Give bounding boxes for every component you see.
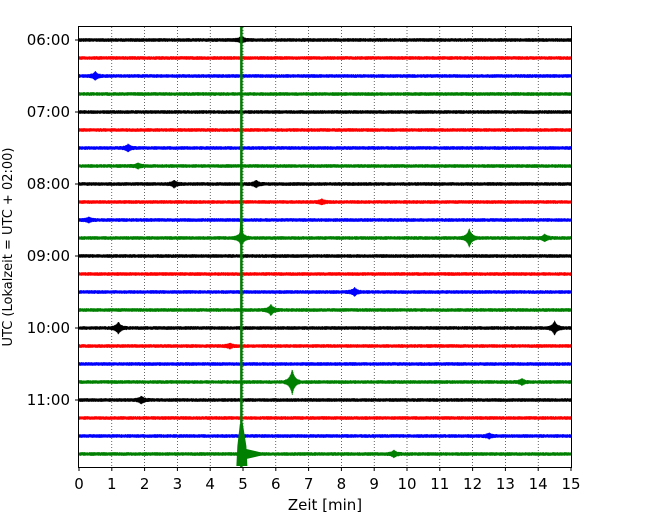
trace-line xyxy=(78,254,572,258)
x-tick-label: 11 xyxy=(430,475,449,493)
x-tick-label: 5 xyxy=(238,475,248,493)
x-tick-label: 9 xyxy=(369,475,379,493)
y-tick-label: 07:00 xyxy=(27,103,70,121)
y-tick-label: 10:00 xyxy=(27,319,70,337)
trace-line xyxy=(78,362,572,366)
x-tick-label: 15 xyxy=(561,475,580,493)
trace-line xyxy=(78,432,572,440)
x-tick-label: 6 xyxy=(271,475,281,493)
x-axis: 0 1 2 3 4 5 6 7 8 9 10 11 12 13 14 15 xyxy=(74,467,581,493)
trace-line xyxy=(78,272,572,276)
x-tick-label: 10 xyxy=(397,475,416,493)
plot-frame xyxy=(78,26,572,468)
trace-line xyxy=(78,228,572,248)
trace-line xyxy=(78,369,572,396)
y-tick-label: 11:00 xyxy=(27,391,70,409)
continuous-signal xyxy=(236,27,264,467)
x-tick-label: 0 xyxy=(74,475,84,493)
trace-line xyxy=(78,128,572,132)
x-tick-label: 1 xyxy=(107,475,117,493)
y-tick-label: 09:00 xyxy=(27,247,70,265)
x-tick-label: 14 xyxy=(529,475,548,493)
trace-line xyxy=(78,56,572,60)
signal-peak xyxy=(236,424,248,466)
trace-line xyxy=(78,35,572,45)
y-tick-label: 08:00 xyxy=(27,175,70,193)
x-tick-label: 12 xyxy=(463,475,482,493)
x-axis-title: Zeit [min] xyxy=(288,496,362,514)
y-axis: 06:00 07:00 08:00 09:00 10:00 11:00 xyxy=(27,31,79,409)
trace-line xyxy=(78,162,572,170)
trace-line xyxy=(78,143,572,153)
trace-line xyxy=(78,416,572,420)
trace-line xyxy=(78,395,572,405)
trace-line xyxy=(78,216,572,224)
x-tick-label: 3 xyxy=(173,475,183,493)
trace-line xyxy=(78,320,572,336)
trace-line xyxy=(78,304,572,316)
x-tick-label: 8 xyxy=(337,475,347,493)
x-tick-label: 4 xyxy=(205,475,215,493)
y-axis-title: UTC (Lokalzeit = UTC + 02:00) xyxy=(1,148,16,347)
trace-line xyxy=(78,342,572,350)
signal-spike xyxy=(239,218,244,238)
x-tick-label: 2 xyxy=(140,475,150,493)
trace-line xyxy=(78,179,572,189)
x-tick-label: 13 xyxy=(496,475,515,493)
grid-lines xyxy=(111,27,539,467)
trace-line xyxy=(78,198,572,206)
y-tick-label: 06:00 xyxy=(27,31,70,49)
trace-line xyxy=(78,92,572,96)
trace-line xyxy=(78,71,572,81)
trace-line xyxy=(78,110,572,114)
trace-line xyxy=(78,287,572,297)
trace-line xyxy=(78,449,572,459)
x-tick-label: 7 xyxy=(304,475,314,493)
seismic-traces xyxy=(78,35,572,459)
signal-coda xyxy=(246,449,264,459)
